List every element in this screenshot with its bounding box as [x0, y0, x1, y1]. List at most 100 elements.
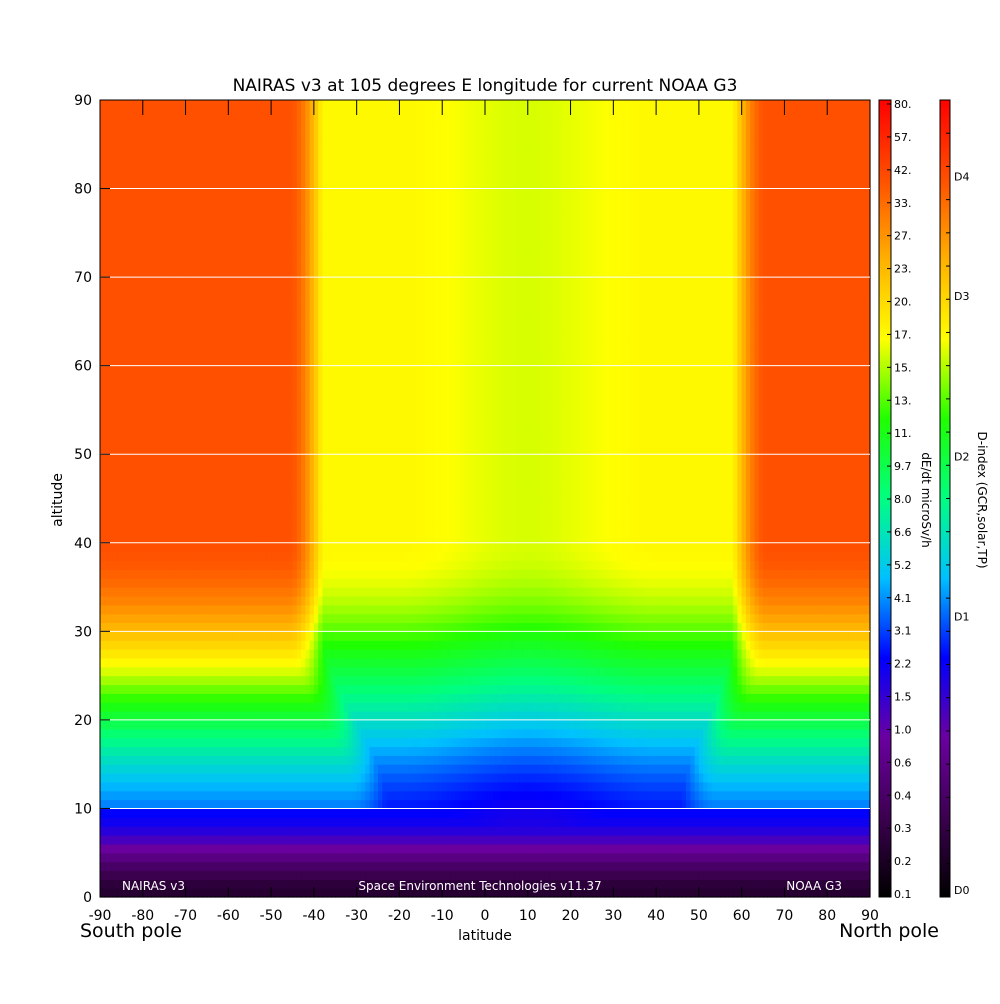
heatmap-cell — [173, 649, 178, 658]
heatmap-cell — [532, 684, 537, 693]
heatmap-cell — [121, 658, 126, 667]
heatmap-cell — [322, 649, 327, 658]
heatmap-cell — [639, 729, 644, 738]
heatmap-cell — [271, 720, 276, 729]
heatmap-cell — [536, 755, 541, 764]
heatmap-cell — [181, 808, 186, 817]
heatmap-cell — [352, 746, 357, 755]
heatmap-cell — [352, 667, 357, 676]
heatmap-cell — [421, 755, 426, 764]
heatmap-cell — [832, 791, 837, 800]
heatmap-cell — [455, 667, 460, 676]
heatmap-cell — [224, 870, 229, 879]
heatmap-cell — [832, 862, 837, 871]
heatmap-cell — [836, 782, 841, 791]
heatmap-cell — [481, 738, 486, 747]
heatmap-cell — [652, 720, 657, 729]
heatmap-cell — [258, 844, 263, 853]
heatmap-cell — [318, 862, 323, 871]
heatmap-cell — [519, 755, 524, 764]
heatmap-cell — [532, 667, 537, 676]
heatmap-cell — [472, 800, 477, 809]
heatmap-cell — [707, 800, 712, 809]
heatmap-cell — [352, 658, 357, 667]
heatmap-cell — [712, 684, 717, 693]
heatmap-cell — [250, 702, 255, 711]
heatmap-cell — [331, 826, 336, 835]
heatmap-cell — [498, 729, 503, 738]
heatmap-cell — [622, 711, 627, 720]
heatmap-cell — [819, 826, 824, 835]
heatmap-cell — [245, 684, 250, 693]
heatmap-cell — [203, 862, 208, 871]
heatmap-cell — [233, 720, 238, 729]
heatmap-cell — [198, 746, 203, 755]
heatmap-cell — [810, 800, 815, 809]
heatmap-cell — [288, 764, 293, 773]
heatmap-cell — [378, 693, 383, 702]
heatmap-cell — [121, 667, 126, 676]
heatmap-cell — [455, 702, 460, 711]
heatmap-cell — [340, 817, 345, 826]
heatmap-cell — [725, 720, 730, 729]
heatmap-cell — [639, 773, 644, 782]
heatmap-cell — [211, 764, 216, 773]
heatmap-cell — [143, 729, 148, 738]
heatmap-cell — [712, 817, 717, 826]
heatmap-cell — [258, 658, 263, 667]
heatmap-cell — [618, 835, 623, 844]
heatmap-cell — [827, 738, 832, 747]
heatmap-cell — [678, 791, 683, 800]
heatmap-cell — [720, 711, 725, 720]
heatmap-cell — [528, 658, 533, 667]
heatmap-cell — [186, 791, 191, 800]
heatmap-cell — [485, 693, 490, 702]
heatmap-cell — [750, 870, 755, 879]
heatmap-cell — [361, 844, 366, 853]
heatmap-cell — [579, 729, 584, 738]
heatmap-cell — [806, 684, 811, 693]
heatmap-cell — [806, 862, 811, 871]
heatmap-cell — [421, 702, 426, 711]
heatmap-cell — [327, 817, 332, 826]
heatmap-cell — [173, 835, 178, 844]
heatmap-cell — [802, 773, 807, 782]
heatmap-cell — [566, 738, 571, 747]
heatmap-cell — [541, 782, 546, 791]
heatmap-cell — [784, 746, 789, 755]
heatmap-cell — [305, 702, 310, 711]
heatmap-cell — [545, 808, 550, 817]
heatmap-cell — [395, 791, 400, 800]
heatmap-cell — [729, 755, 734, 764]
heatmap-cell — [139, 658, 144, 667]
heatmap-cell — [254, 755, 259, 764]
heatmap-cell — [481, 791, 486, 800]
heatmap-cell — [571, 702, 576, 711]
heatmap-cell — [335, 862, 340, 871]
heatmap-cell — [190, 800, 195, 809]
heatmap-cell — [139, 782, 144, 791]
heatmap-cell — [211, 800, 216, 809]
heatmap-cell — [464, 693, 469, 702]
heatmap-cell — [387, 711, 392, 720]
heatmap-cell — [737, 720, 742, 729]
heatmap-cell — [605, 746, 610, 755]
heatmap-cell — [763, 764, 768, 773]
heatmap-cell — [459, 773, 464, 782]
heatmap-cell — [836, 773, 841, 782]
heatmap-cell — [421, 764, 426, 773]
heatmap-cell — [220, 853, 225, 862]
heatmap-cell — [575, 729, 580, 738]
heatmap-cell — [814, 844, 819, 853]
heatmap-cell — [314, 746, 319, 755]
heatmap-cell — [284, 649, 289, 658]
heatmap-cell — [476, 738, 481, 747]
heatmap-cell — [395, 676, 400, 685]
heatmap-cell — [613, 844, 618, 853]
heatmap-cell — [314, 782, 319, 791]
heatmap-cell — [780, 773, 785, 782]
heatmap-cell — [228, 676, 233, 685]
heatmap-cell — [327, 649, 332, 658]
heatmap-cell — [579, 738, 584, 747]
heatmap-cell — [767, 693, 772, 702]
